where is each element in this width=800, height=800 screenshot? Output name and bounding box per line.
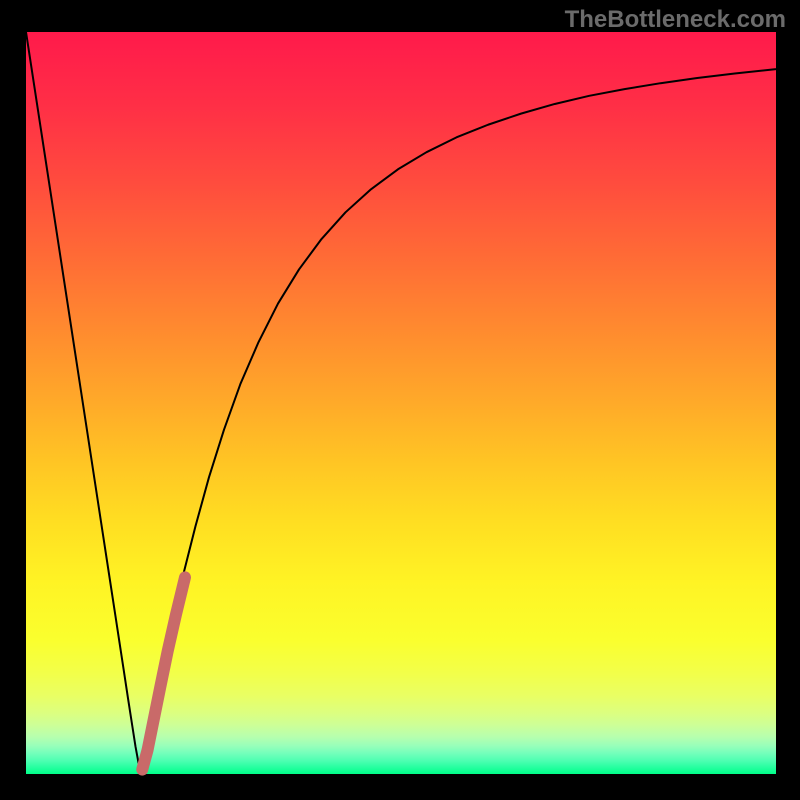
watermark-text: TheBottleneck.com [565,6,786,34]
chart-root: TheBottleneck.com [0,0,800,800]
plot-background [26,32,776,774]
chart-svg [0,0,800,800]
